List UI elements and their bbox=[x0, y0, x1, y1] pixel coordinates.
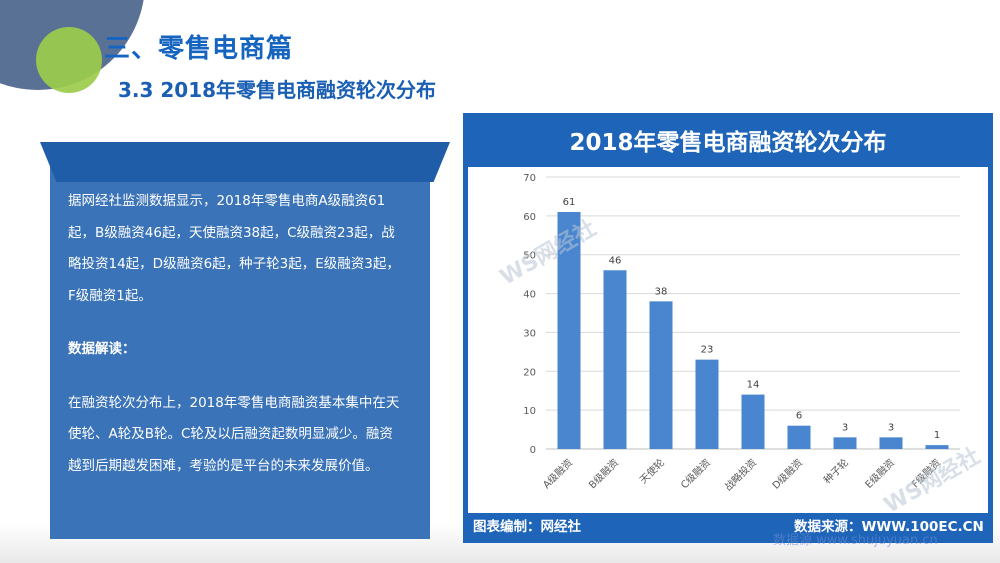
y-tick-label: 10 bbox=[523, 406, 536, 417]
data-label: 38 bbox=[655, 286, 668, 297]
data-label: 46 bbox=[609, 255, 622, 266]
y-tick-label: 0 bbox=[530, 445, 536, 456]
bar bbox=[649, 301, 673, 449]
decorative-circle-green bbox=[36, 27, 102, 93]
chart-footer-left: 图表编制：网经社 bbox=[473, 519, 581, 535]
x-tick-label: D级融资 bbox=[770, 457, 805, 492]
chart-frame: 2018年零售电商融资轮次分布 0 10 20 30 40 50 60 70 61 A级融资 46 B… bbox=[463, 113, 993, 543]
x-tick-label: 天使轮 bbox=[637, 456, 667, 486]
bar bbox=[557, 211, 581, 449]
data-label: 6 bbox=[796, 411, 802, 422]
chart-plot-area: 0 10 20 30 40 50 60 70 61 A级融资 46 B级融资 38 天使轮 23 C级融资 14… bbox=[468, 167, 988, 519]
bar bbox=[695, 359, 719, 449]
panel-analysis: 在融资轮次分布上，2018年零售电商融资基本集中在天使轮、A轮及B轮。C轮及以后… bbox=[68, 394, 400, 474]
data-label: 14 bbox=[747, 380, 760, 391]
y-tick-label: 60 bbox=[523, 212, 536, 223]
y-tick-label: 20 bbox=[523, 367, 536, 378]
y-tick-label: 50 bbox=[523, 251, 536, 262]
slide-subtitle: 3.3 2018年零售电商融资轮次分布 bbox=[118, 78, 437, 102]
slide-title: 三、零售电商篇 bbox=[104, 34, 294, 64]
data-label: 3 bbox=[888, 422, 894, 433]
bar bbox=[879, 437, 903, 449]
data-label: 1 bbox=[934, 430, 940, 441]
y-tick-label: 70 bbox=[523, 173, 536, 184]
data-label: 23 bbox=[701, 345, 714, 356]
panel-text: 据网经社监测数据显示，2018年零售电商A级融资61起，B级融资46起，天使融资… bbox=[68, 186, 404, 482]
text-panel: 据网经社监测数据显示，2018年零售电商A级融资61起，B级融资46起，天使融资… bbox=[40, 142, 450, 539]
chart-footer-right: 数据来源：WWW.100EC.CN bbox=[794, 519, 984, 535]
bar bbox=[741, 394, 765, 449]
data-label: 61 bbox=[563, 197, 576, 208]
panel-summary: 据网经社监测数据显示，2018年零售电商A级融资61起，B级融资46起，天使融资… bbox=[68, 193, 400, 304]
panel-top-band bbox=[40, 142, 450, 182]
x-tick-label: A级融资 bbox=[541, 457, 576, 492]
bottom-watermark: 数据源 www.shujuyuan.cn bbox=[773, 533, 938, 548]
y-tick-label: 40 bbox=[523, 290, 536, 301]
panel-heading: 数据解读： bbox=[68, 341, 136, 357]
panel-body bbox=[50, 142, 430, 539]
x-tick-label: C级融资 bbox=[678, 457, 713, 492]
bar bbox=[833, 437, 857, 449]
x-tick-label: 种子轮 bbox=[821, 456, 851, 486]
data-label: 3 bbox=[842, 422, 848, 433]
x-tick-label: 战略投资 bbox=[722, 456, 759, 493]
bar bbox=[787, 425, 811, 449]
bar-chart: 01020304050607061A级融资46B级融资38天使轮23C级融资14… bbox=[523, 173, 960, 493]
x-tick-label: B级融资 bbox=[587, 457, 622, 492]
bar bbox=[925, 445, 949, 449]
chart-title: 2018年零售电商融资轮次分布 bbox=[569, 130, 887, 156]
y-tick-label: 30 bbox=[523, 328, 536, 339]
bar bbox=[603, 270, 627, 449]
